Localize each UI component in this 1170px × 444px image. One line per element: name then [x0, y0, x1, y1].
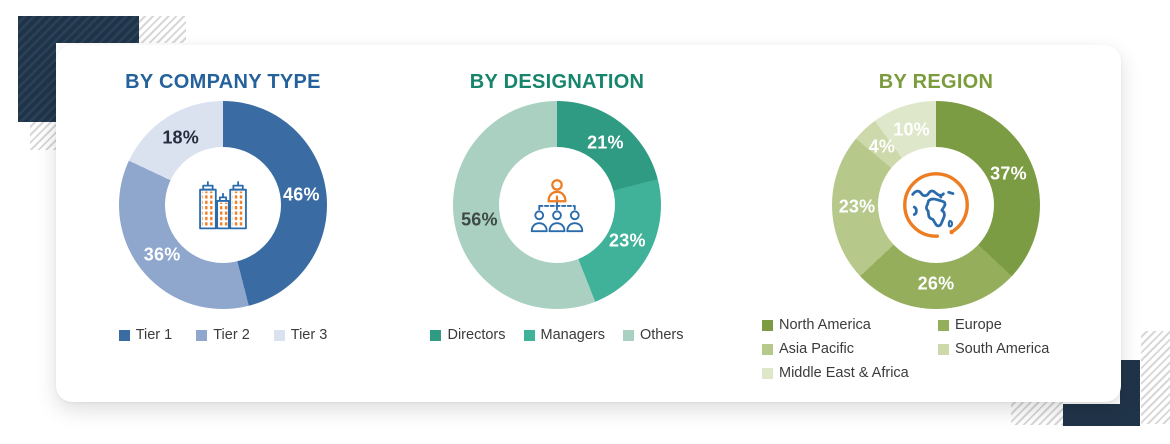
legend-item: Managers: [523, 327, 605, 343]
corner-navy-decoration: [1120, 360, 1140, 426]
corner-hatch-decoration: [139, 16, 186, 43]
chart-title-region: BY REGION: [878, 71, 994, 93]
charts-card: BY COMPANY TYPE 46% 36% 18%: [56, 45, 1121, 402]
legend-item: Tier 1: [118, 327, 173, 343]
donut-chart-region: 37% 26% 23% 4% 10%: [832, 101, 1040, 309]
legend-item: North America: [762, 317, 938, 333]
legend-designation: Directors Managers Others: [430, 327, 684, 343]
legend-label: North America: [779, 317, 871, 333]
legend-color-swatch: [938, 343, 949, 355]
slice-percentage-label: 10%: [893, 119, 930, 140]
corner-navy-decoration: [18, 16, 56, 122]
slice-percentage-label: 23%: [838, 196, 876, 217]
slice-percentage-label: 21%: [587, 132, 624, 153]
legend-label: Tier 2: [213, 327, 250, 343]
legend-color-swatch: [523, 329, 535, 341]
slice-percentage-label: 23%: [609, 230, 646, 251]
legend-color-swatch: [430, 329, 442, 341]
donut-center: [165, 147, 281, 263]
chart-panel-designation: BY DESIGNATION 21% 23% 56%: [390, 45, 724, 402]
legend-color-swatch: [938, 319, 949, 331]
legend-color-swatch: [273, 329, 285, 341]
slice-percentage-label: 46%: [283, 184, 320, 205]
legend-color-swatch: [762, 367, 773, 379]
legend-item: Asia Pacific: [762, 341, 938, 357]
legend-item: Tier 2: [196, 327, 250, 343]
legend-label: Others: [639, 327, 684, 343]
legend-label: Directors: [447, 327, 506, 343]
corner-hatch-decoration: [1141, 331, 1170, 424]
legend-color-swatch: [622, 329, 634, 341]
org-chart-icon: [530, 179, 584, 233]
chart-panel-region: BY REGION 37% 26% 23% 4% 10%: [756, 45, 1116, 402]
legend-label: Asia Pacific: [779, 341, 854, 357]
slice-percentage-label: 37%: [990, 163, 1027, 184]
slice-percentage-label: 56%: [461, 209, 498, 230]
legend-item: Europe: [938, 317, 1110, 333]
legend-color-swatch: [118, 329, 130, 341]
globe-icon: [903, 172, 969, 238]
slice-percentage-label: 18%: [162, 127, 199, 148]
slice-percentage-label: 26%: [917, 273, 955, 294]
legend-label: South America: [955, 341, 1050, 357]
corner-hatch-decoration: [30, 121, 56, 150]
legend-color-swatch: [762, 319, 773, 331]
slice-percentage-label: 36%: [143, 244, 181, 265]
donut-chart-company-type: 46% 36% 18%: [119, 101, 327, 309]
chart-panel-company-type: BY COMPANY TYPE 46% 36% 18%: [56, 45, 390, 402]
legend-color-swatch: [762, 343, 773, 355]
legend-item: Directors: [430, 327, 506, 343]
legend-item: Tier 3: [273, 327, 328, 343]
legend-item: South America: [938, 341, 1110, 357]
legend-region: North America Europe Asia Pacific South …: [762, 317, 1110, 381]
donut-center: [878, 147, 994, 263]
legend-item: Middle East & Africa: [762, 365, 938, 381]
legend-label: Tier 3: [290, 327, 328, 343]
buildings-icon: [199, 181, 247, 230]
legend-label: Europe: [955, 317, 1002, 333]
donut-chart-designation: 21% 23% 56%: [453, 101, 661, 309]
legend-label: Managers: [540, 327, 605, 343]
corner-hatch-decoration: [1011, 400, 1063, 425]
legend-label: Tier 1: [135, 327, 173, 343]
slice-percentage-label: 4%: [868, 136, 896, 157]
legend-color-swatch: [196, 329, 208, 341]
legend-company-type: Tier 1 Tier 2 Tier 3: [118, 327, 328, 343]
legend-label: Middle East & Africa: [779, 365, 909, 381]
legend-item: Others: [622, 327, 684, 343]
chart-title-designation: BY DESIGNATION: [469, 71, 645, 93]
chart-title-company-type: BY COMPANY TYPE: [125, 71, 321, 93]
donut-center: [499, 147, 615, 263]
